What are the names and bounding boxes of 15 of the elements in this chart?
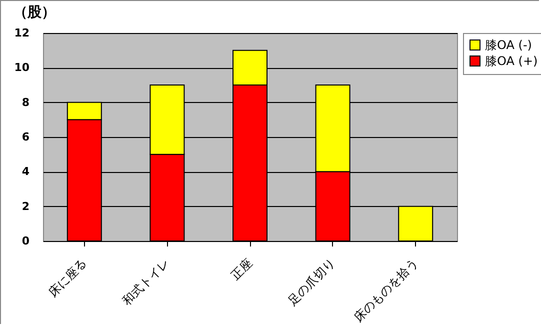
y-tick-label: 8 xyxy=(22,96,30,109)
y-tick-label: 4 xyxy=(22,165,30,178)
y-tick-label: 12 xyxy=(14,26,30,40)
x-tick-label: 床のものを拾う xyxy=(351,256,421,325)
y-tick-label: 10 xyxy=(14,61,30,74)
y-tick-label: 2 xyxy=(22,200,30,213)
x-tick-label: 足の爪切り xyxy=(285,256,338,308)
y-tick-label: 0 xyxy=(22,234,30,248)
legend-label: 膝OA (+) xyxy=(485,54,538,68)
y-axis-title: （股） xyxy=(14,4,56,20)
x-tick-label: 正座 xyxy=(228,256,255,282)
y-tick-label: 6 xyxy=(22,130,30,144)
x-tick-label: 和式トイレ xyxy=(120,256,172,308)
x-tick-label: 床に座る xyxy=(46,256,90,300)
legend-label: 膝OA (-) xyxy=(485,38,532,52)
